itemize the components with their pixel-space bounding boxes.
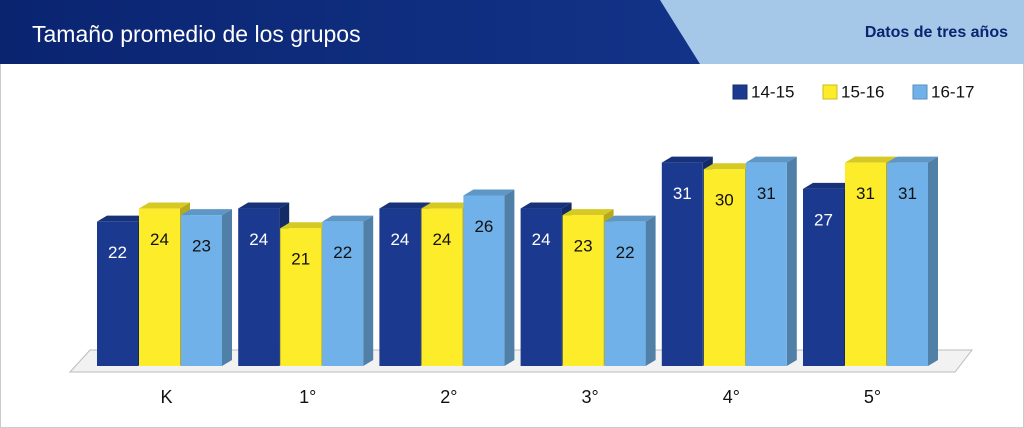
bar	[745, 156, 797, 366]
bar-face	[379, 208, 421, 366]
bar-face	[745, 162, 787, 366]
data-label: 31	[673, 184, 692, 203]
bar-face	[845, 156, 896, 163]
x-tick-label: 1°	[299, 387, 316, 407]
data-label: 24	[532, 230, 551, 249]
bar-face	[887, 156, 938, 163]
legend-swatch	[912, 84, 928, 100]
bar-face	[181, 215, 222, 366]
bar-face	[604, 221, 646, 366]
bar	[604, 215, 656, 366]
data-label: 21	[291, 250, 310, 269]
bar-face	[703, 163, 755, 170]
bar-face	[645, 215, 656, 366]
header-tab-text: Datos de tres años	[865, 24, 1008, 41]
data-label: 26	[474, 217, 493, 236]
bar-face	[421, 208, 463, 366]
x-tick-label: 5°	[864, 387, 881, 407]
x-tick-label: 3°	[581, 387, 598, 407]
bar	[887, 156, 938, 366]
bar-face	[845, 162, 886, 366]
bar-face	[463, 195, 505, 366]
bar-face	[463, 189, 515, 196]
bar-face	[928, 156, 938, 366]
data-label: 24	[390, 230, 409, 249]
bar-face	[222, 209, 232, 366]
x-tick-label: 2°	[440, 387, 457, 407]
data-label: 31	[856, 184, 875, 203]
bar-face	[322, 215, 374, 222]
header-title: Tamaño promedio de los grupos	[32, 21, 361, 47]
bar-face	[238, 208, 280, 366]
bar-face	[520, 202, 572, 209]
bar-face	[139, 202, 190, 209]
bar	[181, 209, 232, 366]
bar-face	[661, 156, 713, 163]
bar-face	[504, 189, 515, 366]
bar-face	[887, 162, 928, 366]
bar-face	[562, 215, 604, 366]
bar-face	[421, 202, 473, 209]
bar-face	[363, 215, 374, 366]
data-label: 31	[898, 184, 917, 203]
data-label: 24	[249, 230, 268, 249]
data-label: 23	[574, 237, 593, 256]
data-label: 31	[757, 184, 776, 203]
x-tick-label: K	[160, 387, 172, 407]
data-label: 22	[616, 243, 635, 262]
bar-face	[280, 222, 332, 229]
bar-face	[803, 182, 854, 189]
bar-face	[703, 169, 745, 366]
data-label: 27	[814, 210, 833, 229]
bar-face	[139, 208, 180, 366]
bar-face	[280, 228, 322, 366]
x-tick-label: 4°	[723, 387, 740, 407]
data-label: 30	[715, 191, 734, 210]
bar-face	[803, 188, 844, 366]
data-label: 22	[108, 243, 127, 262]
legend-label: 16-17	[931, 82, 974, 101]
bar-face	[745, 156, 797, 163]
bar-face	[97, 221, 138, 366]
bar-face	[379, 202, 431, 209]
bar-face	[604, 215, 656, 222]
data-label: 22	[333, 243, 352, 262]
data-label: 24	[432, 230, 451, 249]
legend-label: 14-15	[751, 82, 794, 101]
bar-face	[322, 221, 364, 366]
legend-swatch	[732, 84, 748, 100]
legend-swatch	[822, 84, 838, 100]
bar	[463, 189, 515, 366]
header-tab	[660, 0, 1024, 64]
bar-face	[520, 208, 562, 366]
bar-face	[181, 209, 232, 216]
bar-face	[97, 215, 148, 222]
bar	[322, 215, 374, 366]
legend-label: 15-16	[841, 82, 884, 101]
bar-face	[786, 156, 797, 366]
data-label: 24	[150, 230, 169, 249]
bar-face	[238, 202, 290, 209]
data-label: 23	[192, 237, 211, 256]
bar-face	[661, 162, 703, 366]
bar-face	[562, 209, 614, 216]
